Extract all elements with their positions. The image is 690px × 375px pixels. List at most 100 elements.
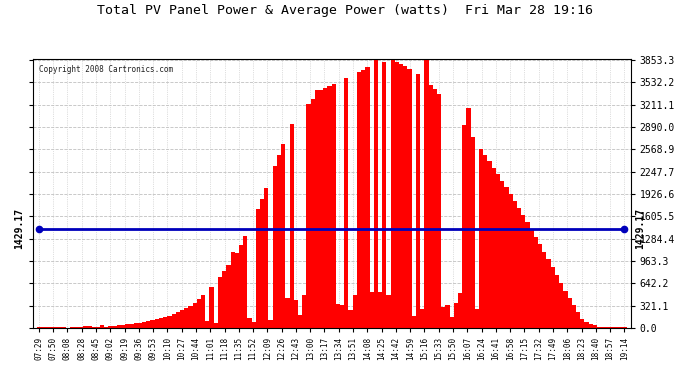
Bar (374, 60, 378, 328)
Bar (475, 309, 479, 328)
Bar (168, 316, 172, 328)
Bar (281, 144, 285, 328)
Bar (580, 320, 584, 328)
Bar (108, 326, 112, 328)
Bar (437, 94, 441, 328)
Bar (530, 230, 534, 328)
Bar (420, 309, 424, 328)
Bar (92, 327, 96, 328)
Bar (70, 327, 75, 328)
Bar (230, 252, 235, 328)
Bar (172, 314, 176, 328)
Bar (445, 304, 450, 328)
Bar (370, 292, 374, 328)
Bar (509, 194, 513, 328)
Bar (150, 320, 155, 328)
Bar (357, 72, 361, 328)
Bar (521, 215, 525, 328)
Bar (365, 67, 370, 328)
Bar (243, 236, 248, 328)
Bar (41, 327, 45, 328)
Bar (378, 292, 382, 328)
Bar (268, 320, 273, 328)
Bar (188, 306, 193, 328)
Bar (310, 99, 315, 328)
Bar (483, 155, 488, 328)
Bar (525, 222, 530, 328)
Bar (58, 327, 62, 328)
Bar (62, 327, 66, 328)
Text: Copyright 2008 Cartronics.com: Copyright 2008 Cartronics.com (39, 65, 172, 74)
Bar (471, 136, 475, 328)
Bar (454, 303, 458, 328)
Bar (239, 244, 243, 328)
Bar (294, 300, 298, 328)
Bar (50, 327, 54, 328)
Bar (462, 124, 466, 328)
Bar (264, 188, 268, 328)
Bar (538, 244, 542, 328)
Bar (433, 89, 437, 328)
Bar (534, 237, 538, 328)
Bar (336, 304, 340, 328)
Bar (386, 294, 391, 328)
Bar (306, 104, 310, 328)
Bar (134, 323, 138, 328)
Bar (542, 252, 546, 328)
Bar (315, 90, 319, 328)
Bar (180, 310, 184, 328)
Bar (100, 325, 104, 328)
Bar (546, 260, 551, 328)
Bar (391, 60, 395, 328)
Bar (416, 74, 420, 328)
Bar (205, 321, 210, 328)
Bar (125, 324, 130, 328)
Bar (298, 315, 302, 328)
Bar (563, 291, 568, 328)
Bar (551, 267, 555, 328)
Bar (184, 308, 188, 328)
Bar (256, 209, 260, 328)
Bar (222, 271, 226, 328)
Bar (193, 303, 197, 328)
Bar (576, 312, 580, 328)
Bar (584, 322, 589, 328)
Bar (559, 284, 563, 328)
Bar (428, 85, 433, 328)
Bar (466, 108, 471, 328)
Bar (555, 275, 559, 328)
Bar (332, 84, 336, 328)
Bar (260, 199, 264, 328)
Bar (500, 181, 504, 328)
Bar (88, 326, 92, 328)
Bar (112, 326, 117, 328)
Bar (517, 208, 521, 328)
Bar (412, 316, 416, 328)
Bar (340, 305, 344, 328)
Bar (176, 312, 180, 328)
Bar (348, 310, 353, 328)
Bar (210, 288, 214, 328)
Bar (79, 327, 83, 328)
Bar (328, 86, 332, 328)
Bar (75, 327, 79, 328)
Bar (458, 292, 462, 328)
Bar (504, 187, 509, 328)
Text: 1429.17: 1429.17 (635, 208, 645, 249)
Bar (248, 318, 252, 328)
Bar (45, 327, 50, 328)
Bar (214, 324, 218, 328)
Bar (83, 327, 88, 328)
Bar (155, 319, 159, 328)
Bar (382, 62, 386, 328)
Bar (218, 277, 222, 328)
Bar (235, 253, 239, 328)
Bar (353, 295, 357, 328)
Bar (361, 69, 365, 328)
Bar (399, 64, 403, 328)
Bar (285, 298, 290, 328)
Bar (302, 296, 306, 328)
Bar (201, 296, 205, 328)
Bar (597, 327, 601, 328)
Bar (96, 327, 100, 328)
